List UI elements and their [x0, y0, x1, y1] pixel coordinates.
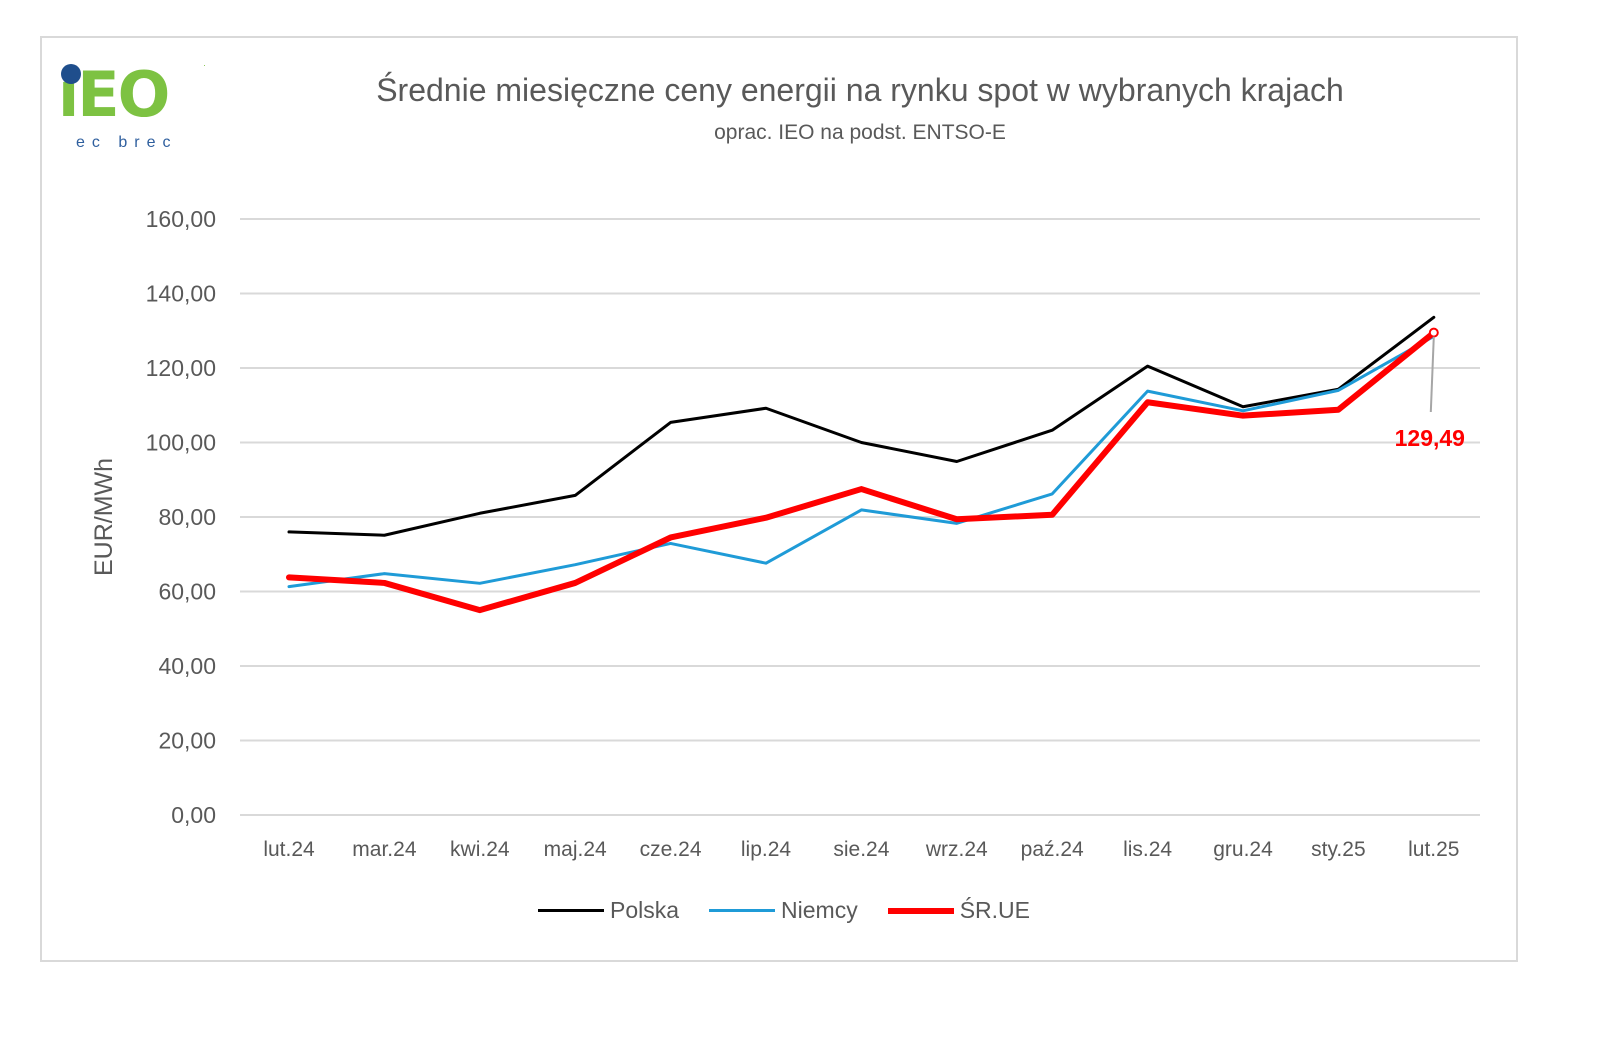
chart-title: Średnie miesięczne ceny energii na rynku… — [376, 72, 1344, 108]
x-tick-label: lis.24 — [1123, 838, 1172, 861]
y-tick-label: 20,00 — [158, 728, 216, 754]
x-tick-label: sty.25 — [1311, 838, 1365, 861]
series-line — [287, 315, 1436, 537]
chart-frame — [40, 36, 1518, 962]
legend-item: Polska — [537, 897, 680, 924]
y-tick-label: 60,00 — [158, 579, 216, 605]
x-tick-label: wrz.24 — [925, 838, 988, 861]
data-label: 129,49 — [1395, 425, 1465, 451]
x-tick-label: sie.24 — [833, 838, 889, 861]
x-tick-label: maj.24 — [544, 838, 607, 861]
legend-item: ŚR.UE — [887, 897, 1030, 924]
x-tick-label: lip.24 — [741, 838, 792, 861]
series-line — [287, 334, 1436, 589]
legend-swatch — [887, 907, 954, 914]
ieo-logo: iEO · ec brec — [58, 60, 218, 155]
logo-tagline: ec brec — [76, 134, 178, 151]
x-tick-label: gru.24 — [1213, 838, 1273, 861]
y-tick-label: 160,00 — [146, 206, 216, 232]
x-tick-label: cze.24 — [640, 838, 702, 861]
legend-label: ŚR.UE — [959, 897, 1030, 923]
x-tick-label: paź.24 — [1021, 838, 1084, 861]
line-chart: 0,00 20,00 40,00 60,00 80,00 100,00 120,00 140,… — [90, 206, 1480, 861]
x-tick-label: mar.24 — [352, 838, 417, 861]
y-tick-label: 120,00 — [146, 355, 216, 381]
logo-registered-mark: · — [203, 60, 206, 70]
y-tick-label: 80,00 — [158, 504, 216, 530]
y-axis-label: EUR/MWh — [90, 458, 118, 576]
logo-dot-icon — [61, 64, 81, 84]
x-tick-label: lut.24 — [263, 838, 315, 861]
y-tick-label: 100,00 — [146, 430, 216, 456]
x-tick-label: lut.25 — [1408, 838, 1459, 861]
chart-legend: Polska Niemcy ŚR.UE — [0, 897, 1568, 924]
annotation-marker — [1428, 327, 1439, 338]
legend-label: Niemcy — [781, 897, 858, 923]
y-tick-label: 140,00 — [146, 281, 216, 307]
y-tick-label: 40,00 — [158, 653, 216, 679]
legend-label: Polska — [609, 897, 680, 923]
chart-subtitle: oprac. IEO na podst. ENTSO-E — [714, 121, 1006, 144]
legend-swatch — [537, 909, 604, 912]
series-line — [286, 329, 1437, 614]
x-tick-label: kwi.24 — [450, 838, 510, 861]
legend-swatch — [709, 909, 776, 912]
legend-item: Niemcy — [709, 897, 858, 924]
annotation-leader-line — [1429, 336, 1435, 413]
y-tick-label: 0,00 — [171, 802, 216, 828]
